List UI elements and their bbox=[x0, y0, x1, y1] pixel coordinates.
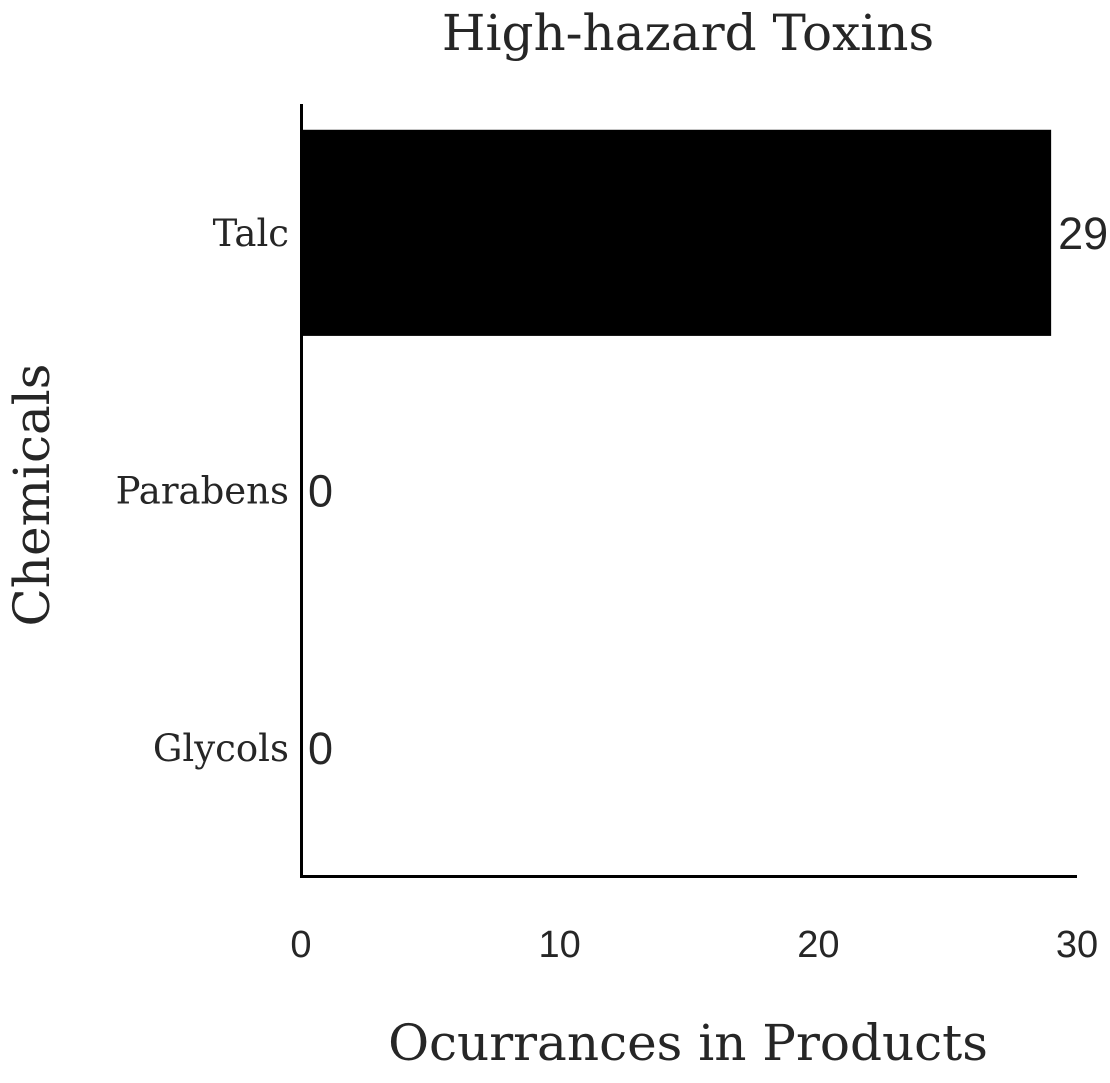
data-label-talc: 29 bbox=[1058, 208, 1108, 259]
x-tick-label-0: 0 bbox=[290, 924, 311, 966]
data-label-parabens: 0 bbox=[308, 466, 333, 517]
y-tick-label-talc: Talc bbox=[213, 212, 289, 255]
y-tick-label-glycols: Glycols bbox=[153, 727, 289, 770]
bar-talc bbox=[301, 129, 1052, 336]
x-tick-label-20: 20 bbox=[797, 924, 839, 966]
y-axis-label: Chemicals bbox=[3, 364, 61, 627]
chart-title: High-hazard Toxins bbox=[442, 4, 934, 62]
x-tick-label-30: 30 bbox=[1056, 924, 1098, 966]
x-axis-label: Ocurrances in Products bbox=[388, 1014, 988, 1072]
y-tick-label-parabens: Parabens bbox=[116, 470, 289, 513]
x-tick-label-10: 10 bbox=[539, 924, 581, 966]
x-tick-labels: 0 10 20 30 bbox=[290, 924, 1098, 966]
data-label-glycols: 0 bbox=[308, 723, 333, 774]
data-labels-layer: 29 0 0 bbox=[308, 208, 1108, 774]
y-tick-labels: Talc Parabens Glycols bbox=[116, 212, 289, 770]
bars-layer bbox=[301, 129, 1052, 336]
